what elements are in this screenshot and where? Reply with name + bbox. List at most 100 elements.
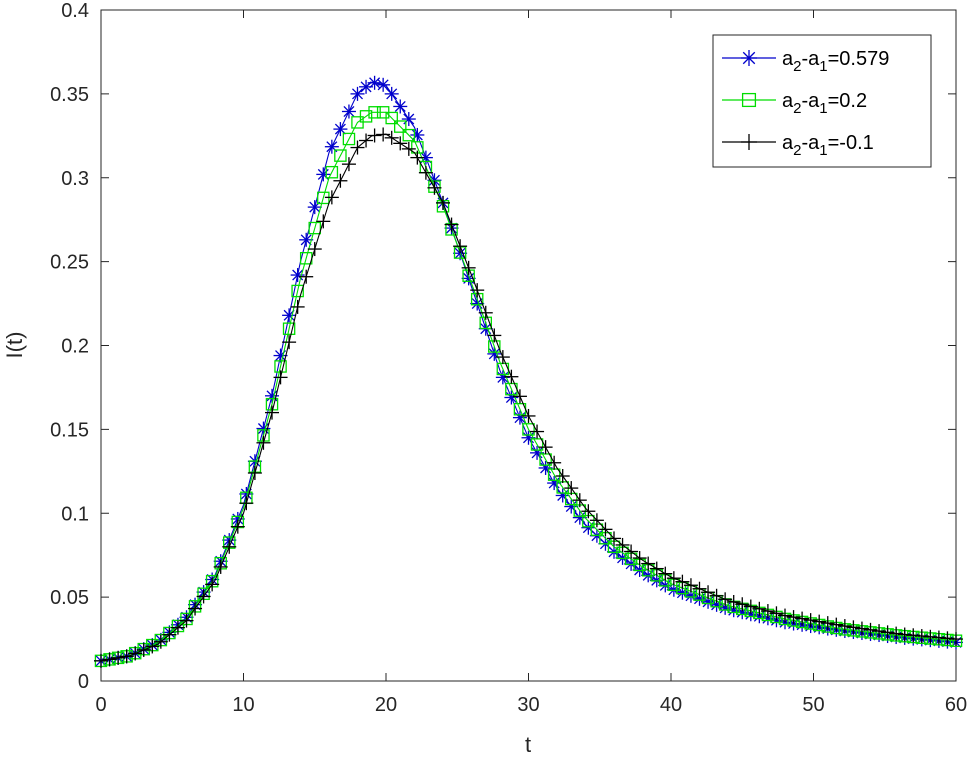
data-point: [324, 190, 339, 205]
data-point: [316, 214, 331, 229]
data-point: [282, 335, 297, 350]
legend-subscript: 1: [819, 58, 827, 75]
marker-stroke: [326, 141, 338, 153]
data-point: [265, 405, 279, 420]
data-point: [145, 639, 160, 654]
data-point: [786, 610, 801, 625]
data-point: [162, 627, 177, 642]
data-point: [615, 537, 630, 552]
marker-stroke: [343, 105, 355, 117]
data-point: [538, 440, 553, 455]
x-tick-label: 10: [232, 694, 254, 716]
data-point: [581, 504, 596, 519]
data-point: [282, 322, 296, 335]
series-layer: [94, 75, 963, 668]
data-point: [872, 624, 887, 639]
data-point: [367, 128, 382, 143]
data-point: [461, 260, 476, 275]
marker-stroke: [360, 81, 372, 93]
marker-stroke: [352, 88, 363, 100]
x-tick-label: 40: [660, 694, 682, 716]
data-point: [572, 493, 587, 508]
data-point: [820, 616, 835, 631]
data-point: [863, 622, 878, 637]
data-point: [376, 77, 391, 92]
data-point: [230, 511, 245, 526]
data-point: [307, 242, 322, 257]
data-point: [512, 410, 527, 425]
data-point: [342, 132, 356, 146]
data-point: [384, 86, 399, 101]
data-point: [530, 424, 545, 439]
marker-stroke: [300, 234, 312, 246]
data-point: [487, 328, 502, 343]
legend-subscript: 2: [793, 58, 801, 75]
marker-stroke: [574, 512, 586, 524]
data-point: [812, 614, 827, 629]
data-point: [402, 128, 416, 142]
x-axis-ticks: 0 10 20 30 40 50 60: [95, 10, 967, 716]
data-point: [495, 350, 510, 365]
data-point: [803, 613, 818, 628]
marker-stroke: [394, 100, 406, 112]
data-point: [273, 370, 288, 385]
data-point: [368, 106, 381, 119]
data-point: [453, 239, 468, 254]
data-point: [153, 634, 168, 649]
data-point: [495, 370, 510, 385]
data-point: [683, 578, 698, 593]
data-point: [846, 620, 861, 635]
legend-text-part: a: [782, 132, 794, 154]
data-point: [179, 613, 194, 628]
data-point: [504, 390, 519, 405]
data-point: [291, 284, 304, 298]
data-point: [299, 232, 314, 247]
data-point: [555, 488, 570, 503]
data-point: [333, 173, 348, 188]
x-tick-label: 0: [95, 694, 106, 716]
data-point: [222, 539, 237, 554]
legend-text-part: a: [782, 90, 794, 112]
data-point: [325, 165, 339, 179]
data-point: [795, 611, 810, 626]
legend-subscript: 2: [793, 100, 801, 117]
data-point: [632, 551, 647, 566]
marker-stroke: [369, 77, 381, 89]
marker-stroke: [377, 79, 389, 91]
data-point: [119, 649, 134, 664]
data-point: [299, 269, 314, 284]
data-point: [589, 513, 604, 528]
x-tick-label: 50: [802, 694, 824, 716]
data-point: [530, 438, 544, 451]
data-point: [949, 632, 963, 647]
data-point: [522, 423, 535, 436]
data-point: [555, 469, 570, 484]
data-point: [401, 141, 416, 156]
data-point: [128, 646, 143, 661]
data-point: [666, 571, 681, 586]
data-point: [709, 588, 724, 603]
data-point: [350, 86, 365, 101]
legend-label: a2-a1=0.579: [782, 48, 889, 75]
legend-text-part: a: [782, 48, 794, 70]
data-point: [906, 628, 921, 643]
data-point: [735, 597, 750, 612]
data-point: [478, 305, 493, 320]
data-point: [410, 150, 425, 165]
data-point: [752, 601, 767, 616]
data-point: [598, 522, 613, 537]
marker-stroke: [742, 51, 756, 65]
legend-marker: [741, 92, 757, 108]
data-point: [94, 653, 108, 668]
data-point: [290, 299, 305, 314]
y-tick-label: 0.15: [50, 419, 89, 441]
data-point: [829, 617, 844, 632]
y-tick-label: 0.3: [61, 168, 89, 190]
data-point: [718, 592, 733, 607]
marker-stroke: [428, 174, 440, 186]
y-tick-label: 0.25: [50, 252, 89, 274]
y-axis-ticks: 0 0.05 0.1 0.15 0.2 0.25 0.3 0.35 0.4: [50, 0, 956, 693]
data-point: [854, 621, 869, 636]
data-point: [512, 389, 527, 404]
